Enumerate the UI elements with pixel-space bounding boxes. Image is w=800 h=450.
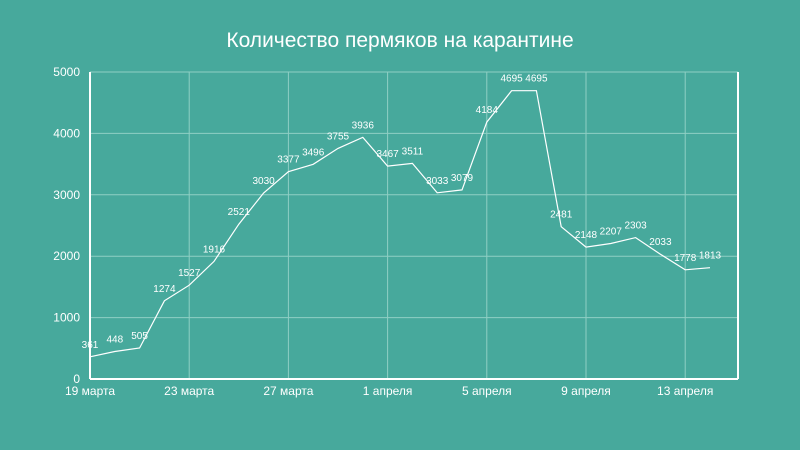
data-point	[312, 163, 314, 165]
data-point	[560, 226, 562, 228]
data-point	[362, 136, 364, 138]
x-tick-label: 13 апреля	[657, 384, 713, 398]
data-label: 3511	[402, 146, 424, 157]
data-label: 3936	[352, 120, 375, 131]
x-tick-label: 1 апреля	[363, 384, 413, 398]
data-point	[287, 171, 289, 173]
y-tick-label: 0	[73, 372, 80, 386]
data-point	[213, 260, 215, 262]
x-tick-label: 27 марта	[263, 384, 313, 398]
data-label: 2148	[575, 230, 598, 241]
data-point	[535, 90, 537, 92]
data-label: 1778	[674, 253, 697, 264]
data-point	[486, 121, 488, 123]
x-tick-label: 19 марта	[65, 384, 115, 398]
x-tick-label: 9 апреля	[561, 384, 611, 398]
y-tick-label: 5000	[53, 65, 80, 79]
data-label: 3030	[252, 176, 275, 187]
data-label: 3033	[426, 176, 449, 187]
data-label: 2303	[624, 221, 647, 232]
data-point	[585, 246, 587, 248]
data-point	[436, 192, 438, 194]
chart-title: Количество пермяков на карантине	[226, 29, 573, 52]
data-point	[139, 347, 141, 349]
data-point	[411, 162, 413, 164]
data-point	[163, 300, 165, 302]
data-label: 2521	[228, 207, 251, 218]
data-label: 3496	[302, 147, 325, 158]
data-label: 2033	[649, 237, 672, 248]
data-label: 4695	[525, 74, 548, 85]
series	[89, 90, 711, 358]
data-label: 1274	[153, 284, 176, 295]
data-label: 2481	[550, 210, 573, 221]
data-label: 3467	[376, 149, 399, 160]
data-label: 1916	[203, 244, 226, 255]
data-point	[511, 90, 513, 92]
series-line	[89, 90, 711, 358]
data-point	[635, 237, 637, 239]
data-point	[89, 356, 91, 358]
data-label: 505	[131, 331, 148, 342]
grid	[90, 71, 738, 379]
data-point	[238, 223, 240, 225]
data-label: 3079	[451, 173, 474, 184]
data-label: 361	[82, 340, 99, 351]
data-point	[263, 192, 265, 194]
data-point	[114, 350, 116, 352]
data-point	[188, 284, 190, 286]
data-label: 2207	[600, 226, 623, 237]
y-tick-label: 3000	[53, 188, 80, 202]
data-label: 3377	[277, 155, 300, 166]
data-point	[337, 147, 339, 149]
data-point	[659, 253, 661, 255]
data-point	[387, 165, 389, 167]
y-tick-label: 4000	[53, 126, 80, 140]
data-label: 4695	[500, 74, 523, 85]
y-tick-label: 1000	[53, 311, 80, 325]
data-label: 1527	[178, 268, 201, 279]
data-point	[610, 242, 612, 244]
data-point	[461, 189, 463, 191]
y-tick-label: 2000	[53, 249, 80, 263]
x-tick-label: 23 марта	[164, 384, 214, 398]
axes: 0 1000 2000 3000 4000 5000 19 марта 23 марта 27 …	[53, 65, 739, 398]
data-label: 3755	[327, 131, 350, 142]
data-label: 448	[106, 334, 123, 345]
data-point	[684, 269, 686, 271]
data-point	[709, 267, 711, 269]
x-tick-label: 5 апреля	[462, 384, 512, 398]
data-label: 4184	[476, 105, 499, 116]
data-label: 1813	[699, 251, 722, 262]
